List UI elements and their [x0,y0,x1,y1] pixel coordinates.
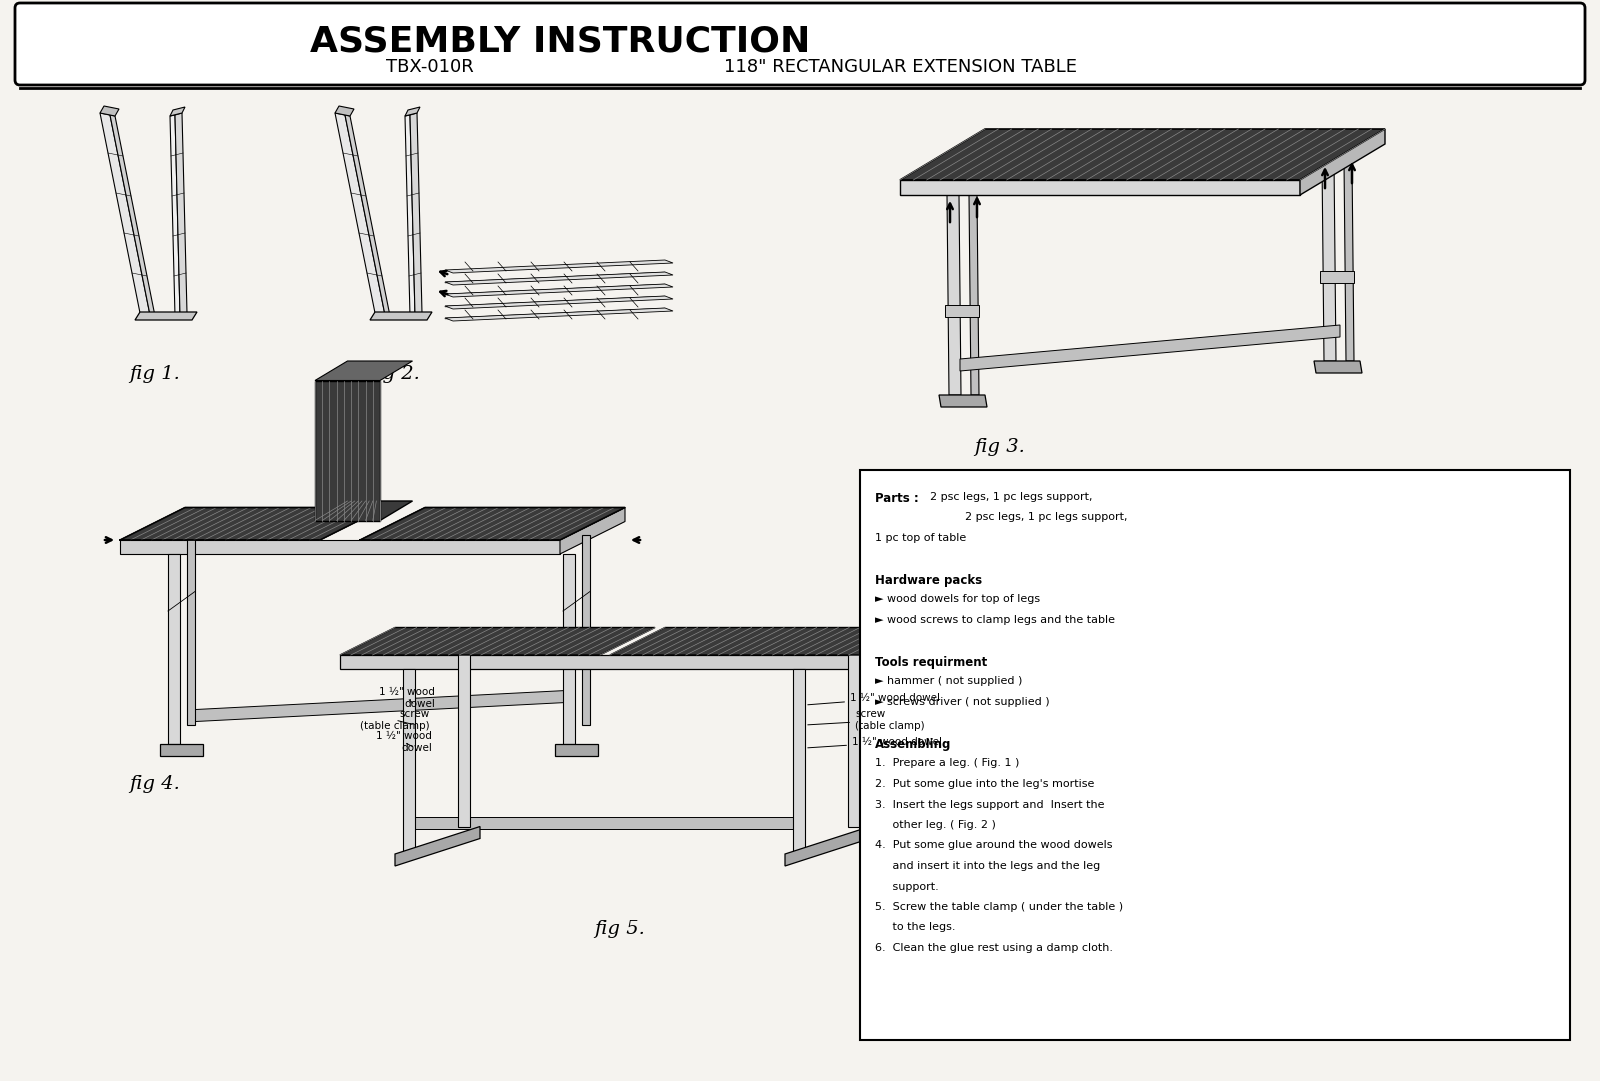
Text: 1 ½" wood dowel: 1 ½" wood dowel [808,737,942,748]
Text: 6.  Clean the glue rest using a damp cloth.: 6. Clean the glue rest using a damp clot… [875,943,1114,953]
Text: other leg. ( Fig. 2 ): other leg. ( Fig. 2 ) [875,820,995,830]
Polygon shape [445,272,666,283]
Polygon shape [555,744,598,756]
Polygon shape [870,627,925,669]
Polygon shape [414,817,805,829]
Polygon shape [445,296,674,309]
Polygon shape [563,553,574,744]
Polygon shape [315,501,413,520]
Text: 118" RECTANGULAR EXTENSION TABLE: 118" RECTANGULAR EXTENSION TABLE [723,58,1077,76]
Polygon shape [170,107,186,116]
Polygon shape [1322,161,1336,361]
Text: fig 1.: fig 1. [130,365,181,383]
Polygon shape [794,669,805,854]
Text: screw
(table clamp): screw (table clamp) [360,709,430,731]
Text: ► screws driver ( not supplied ): ► screws driver ( not supplied ) [875,697,1050,707]
Polygon shape [99,114,150,315]
Polygon shape [445,272,674,285]
Text: to the legs.: to the legs. [875,922,955,933]
Text: fig 2.: fig 2. [370,365,421,383]
Polygon shape [946,305,979,317]
Polygon shape [315,361,413,381]
Polygon shape [610,627,925,655]
Text: 2 psc legs, 1 pc legs support,: 2 psc legs, 1 pc legs support, [930,492,1093,502]
Polygon shape [346,115,390,316]
Polygon shape [174,114,187,315]
Polygon shape [370,312,432,320]
Polygon shape [403,669,414,854]
Polygon shape [110,115,155,316]
FancyBboxPatch shape [861,470,1570,1040]
Text: ► wood dowels for top of legs: ► wood dowels for top of legs [875,595,1040,604]
Polygon shape [899,129,1386,181]
Polygon shape [187,534,195,724]
Text: Hardware packs: Hardware packs [875,574,982,587]
Polygon shape [395,827,480,866]
Polygon shape [1314,361,1362,373]
Polygon shape [360,507,626,540]
Polygon shape [120,540,560,553]
Text: 4.  Put some glue around the wood dowels: 4. Put some glue around the wood dowels [875,841,1112,851]
Text: ASSEMBLY INSTRUCTION: ASSEMBLY INSTRUCTION [310,25,810,59]
Text: 2 psc legs, 1 pc legs support,: 2 psc legs, 1 pc legs support, [965,512,1128,522]
Text: fig 3.: fig 3. [974,438,1026,456]
Polygon shape [410,114,422,315]
Text: 1 ½" wood
dowel: 1 ½" wood dowel [376,731,432,752]
Polygon shape [334,114,386,315]
Polygon shape [190,691,570,722]
Polygon shape [445,284,674,297]
Polygon shape [334,106,354,116]
Polygon shape [99,106,118,116]
Polygon shape [168,553,179,744]
Polygon shape [445,261,674,273]
Polygon shape [170,115,179,316]
Polygon shape [947,195,962,395]
Text: 1 pc top of table: 1 pc top of table [875,533,966,543]
Polygon shape [848,641,861,827]
FancyBboxPatch shape [14,3,1586,85]
Text: Tools requirment: Tools requirment [875,656,987,669]
Polygon shape [315,381,381,520]
Polygon shape [899,181,1299,195]
Polygon shape [939,395,987,408]
Polygon shape [339,627,654,655]
Polygon shape [445,284,666,295]
Polygon shape [1299,129,1386,195]
Text: fig 5.: fig 5. [595,920,645,938]
Polygon shape [445,308,674,321]
Polygon shape [134,312,197,320]
Text: 1.  Prepare a leg. ( Fig. 1 ): 1. Prepare a leg. ( Fig. 1 ) [875,759,1019,769]
Text: Assembling: Assembling [875,738,952,751]
Polygon shape [970,195,979,395]
Text: ► wood screws to clamp legs and the table: ► wood screws to clamp legs and the tabl… [875,615,1115,625]
Polygon shape [120,507,386,540]
Text: 1 ½" wood
dowel: 1 ½" wood dowel [379,688,435,709]
Text: 3.  Insert the legs support and  Insert the: 3. Insert the legs support and Insert th… [875,800,1104,810]
Text: ► hammer ( not supplied ): ► hammer ( not supplied ) [875,677,1022,686]
Polygon shape [445,308,666,319]
Polygon shape [582,534,590,724]
Text: screw
(table clamp): screw (table clamp) [808,709,925,731]
Text: 5.  Screw the table clamp ( under the table ): 5. Screw the table clamp ( under the tab… [875,902,1123,912]
Text: 2.  Put some glue into the leg's mortise: 2. Put some glue into the leg's mortise [875,779,1094,789]
Polygon shape [1344,161,1354,361]
Text: support.: support. [875,881,939,892]
Polygon shape [445,296,666,307]
Text: 1 ½" wood dowel: 1 ½" wood dowel [808,693,941,705]
Polygon shape [1320,271,1354,283]
Polygon shape [405,115,414,316]
Polygon shape [560,507,626,553]
Text: Parts :: Parts : [875,492,936,505]
Polygon shape [458,641,470,827]
Text: fig 4.: fig 4. [130,775,181,793]
Polygon shape [960,325,1341,371]
Polygon shape [405,107,419,116]
Text: and insert it into the legs and the leg: and insert it into the legs and the leg [875,860,1101,871]
Text: TBX-010R: TBX-010R [386,58,474,76]
Polygon shape [160,744,203,756]
Polygon shape [339,655,870,669]
Polygon shape [786,827,870,866]
